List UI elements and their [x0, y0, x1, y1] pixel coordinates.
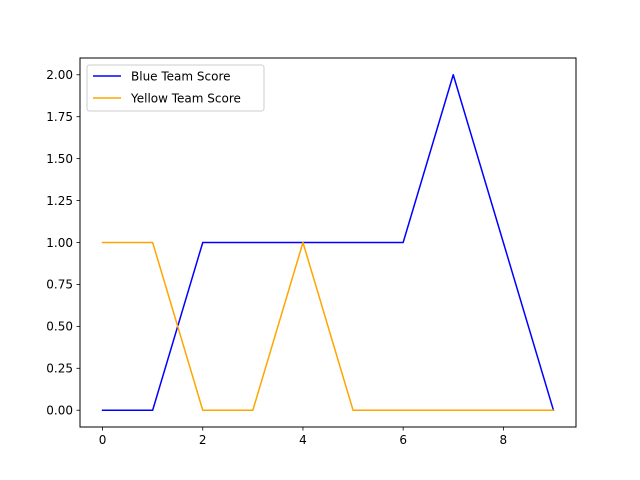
x-tick-label: 2: [199, 433, 207, 447]
x-tick-label: 8: [500, 433, 508, 447]
y-tick-label: 1.00: [46, 236, 73, 250]
x-tick-label: 6: [399, 433, 407, 447]
legend-label: Blue Team Score: [131, 69, 231, 83]
series-line-yellow-team: [101, 241, 555, 411]
axes-layer: 0 2 4 6 8 0.00 0.25 0.50 0.75 1.00 1.25 1.50 1.75 2.0…: [46, 68, 507, 447]
x-tick-label: 4: [299, 433, 307, 447]
y-tick-label: 1.25: [46, 194, 73, 208]
legend: Blue Team Score Yellow Team Score: [86, 64, 265, 112]
y-tick-label: 2.00: [46, 68, 73, 82]
series-layer: [101, 74, 555, 412]
x-tick-label: 0: [99, 433, 107, 447]
y-tick-label: 1.50: [46, 152, 73, 166]
y-tick-label: 0.75: [46, 278, 73, 292]
plot-frame: [79, 57, 577, 428]
legend-label: Yellow Team Score: [130, 91, 241, 105]
y-tick-label: 0.50: [46, 320, 73, 334]
y-tick-label: 1.75: [46, 110, 73, 124]
y-tick-label: 0.25: [46, 362, 73, 376]
y-tick-label: 0.00: [46, 404, 73, 418]
legend-box: [86, 64, 265, 112]
